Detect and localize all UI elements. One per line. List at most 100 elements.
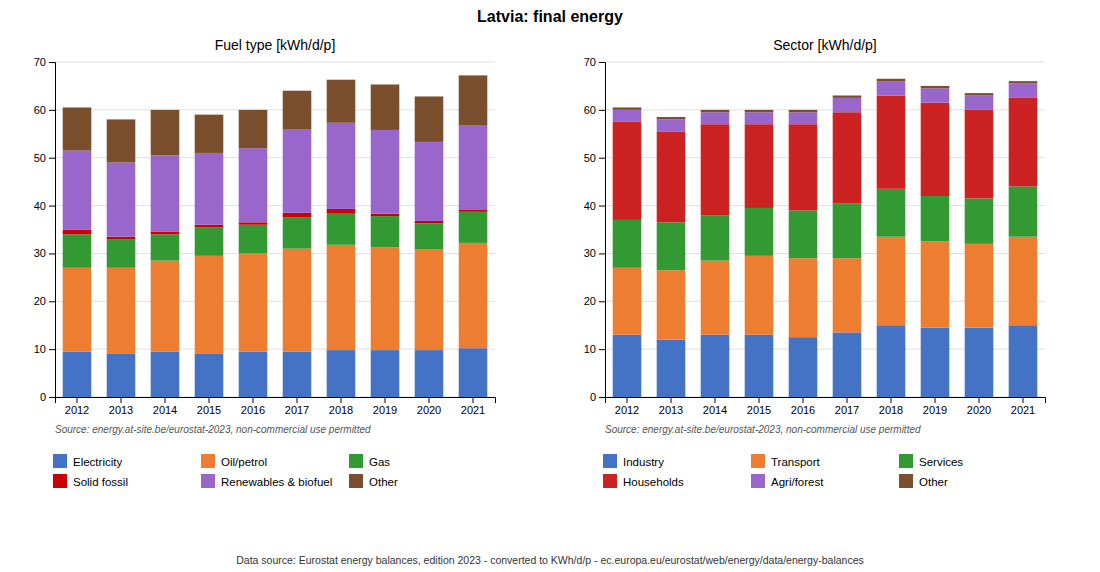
bar bbox=[283, 129, 312, 213]
bar bbox=[459, 126, 488, 210]
bar bbox=[151, 110, 180, 155]
bar bbox=[789, 112, 818, 124]
y-tick: 50 bbox=[584, 152, 605, 164]
tick-mark bbox=[165, 397, 166, 403]
x-axis: 2012201320142015201620172018201920202021 bbox=[56, 397, 496, 416]
bar bbox=[921, 88, 950, 102]
bar bbox=[745, 124, 774, 208]
bar-series bbox=[613, 81, 1038, 131]
tick-mark bbox=[599, 301, 605, 302]
tick-label: 2017 bbox=[835, 404, 859, 416]
bar bbox=[657, 340, 686, 397]
tick-label: 0 bbox=[590, 391, 596, 403]
legend-swatch bbox=[899, 454, 913, 468]
tick-mark bbox=[803, 397, 804, 403]
bar bbox=[965, 244, 994, 328]
chart-root: Latvia: final energyData source: Eurosta… bbox=[0, 0, 1100, 572]
y-tick: 10 bbox=[34, 343, 55, 355]
bar bbox=[63, 352, 92, 397]
tick-label: 2020 bbox=[417, 404, 441, 416]
bar bbox=[459, 212, 488, 243]
bar bbox=[459, 75, 488, 125]
legend-swatch bbox=[603, 474, 617, 488]
legend-swatch bbox=[603, 454, 617, 468]
tick-label: 50 bbox=[34, 152, 46, 164]
bar bbox=[745, 335, 774, 397]
bar bbox=[613, 122, 642, 220]
x-tick: 2017 bbox=[285, 397, 309, 416]
bar bbox=[1009, 325, 1038, 397]
legend-label: Households bbox=[623, 476, 684, 488]
tick-mark bbox=[979, 397, 980, 403]
bar bbox=[613, 268, 642, 335]
x-tick: 2020 bbox=[967, 397, 991, 416]
bar bbox=[371, 350, 400, 397]
x-tick: 2017 bbox=[835, 397, 859, 416]
bars bbox=[63, 75, 488, 397]
tick-mark bbox=[297, 397, 298, 403]
bar bbox=[1009, 98, 1038, 187]
bar bbox=[239, 110, 268, 148]
tick-mark bbox=[341, 397, 342, 403]
bar bbox=[833, 96, 862, 98]
tick-label: 2013 bbox=[109, 404, 133, 416]
bar bbox=[701, 261, 730, 335]
legend-swatch bbox=[751, 474, 765, 488]
legend-item: Other bbox=[349, 474, 398, 488]
y-tick: 40 bbox=[584, 200, 605, 212]
y-tick: 20 bbox=[584, 295, 605, 307]
axis-line bbox=[606, 398, 1046, 404]
legend-item: Oil/petrol bbox=[201, 454, 267, 468]
tick-mark bbox=[49, 62, 55, 63]
legend-swatch bbox=[751, 454, 765, 468]
legend-label: Electricity bbox=[73, 456, 122, 468]
bar bbox=[151, 352, 180, 397]
tick-label: 2012 bbox=[65, 404, 89, 416]
tick-mark bbox=[429, 397, 430, 403]
tick-mark bbox=[759, 397, 760, 403]
legend-item: Industry bbox=[603, 454, 664, 468]
tick-mark bbox=[599, 110, 605, 111]
legend-label: Other bbox=[369, 476, 398, 488]
x-tick: 2019 bbox=[923, 397, 947, 416]
bar bbox=[63, 107, 92, 150]
tick-label: 50 bbox=[584, 152, 596, 164]
bar bbox=[921, 196, 950, 241]
legend-item: Other bbox=[899, 474, 948, 488]
bar bbox=[657, 222, 686, 270]
legend-swatch bbox=[349, 474, 363, 488]
bar bbox=[613, 110, 642, 122]
axis-line bbox=[599, 63, 606, 398]
bar bbox=[965, 93, 994, 95]
bar bbox=[921, 86, 950, 88]
x-tick: 2015 bbox=[747, 397, 771, 416]
bar bbox=[613, 107, 642, 109]
x-tick: 2014 bbox=[153, 397, 177, 416]
bar bbox=[195, 227, 224, 256]
tick-label: 40 bbox=[34, 200, 46, 212]
bar bbox=[657, 131, 686, 222]
bar bbox=[239, 222, 268, 224]
tick-mark bbox=[1023, 397, 1024, 403]
bar-series bbox=[613, 96, 1038, 223]
tick-label: 2013 bbox=[659, 404, 683, 416]
bar bbox=[1009, 237, 1038, 326]
tick-mark bbox=[77, 397, 78, 403]
bar bbox=[921, 328, 950, 397]
bar bbox=[327, 245, 356, 350]
y-axis: 010203040506070 bbox=[34, 56, 56, 403]
bar bbox=[701, 124, 730, 215]
bar bbox=[107, 268, 136, 354]
x-tick: 2020 bbox=[417, 397, 441, 416]
tick-label: 2012 bbox=[615, 404, 639, 416]
y-tick: 70 bbox=[584, 56, 605, 68]
bar bbox=[107, 239, 136, 268]
y-axis: 010203040506070 bbox=[584, 56, 606, 403]
bar bbox=[371, 216, 400, 247]
bar bbox=[833, 98, 862, 112]
tick-mark bbox=[599, 349, 605, 350]
bar bbox=[63, 230, 92, 235]
bar bbox=[327, 209, 356, 214]
bar bbox=[1009, 84, 1038, 98]
x-tick: 2012 bbox=[65, 397, 89, 416]
